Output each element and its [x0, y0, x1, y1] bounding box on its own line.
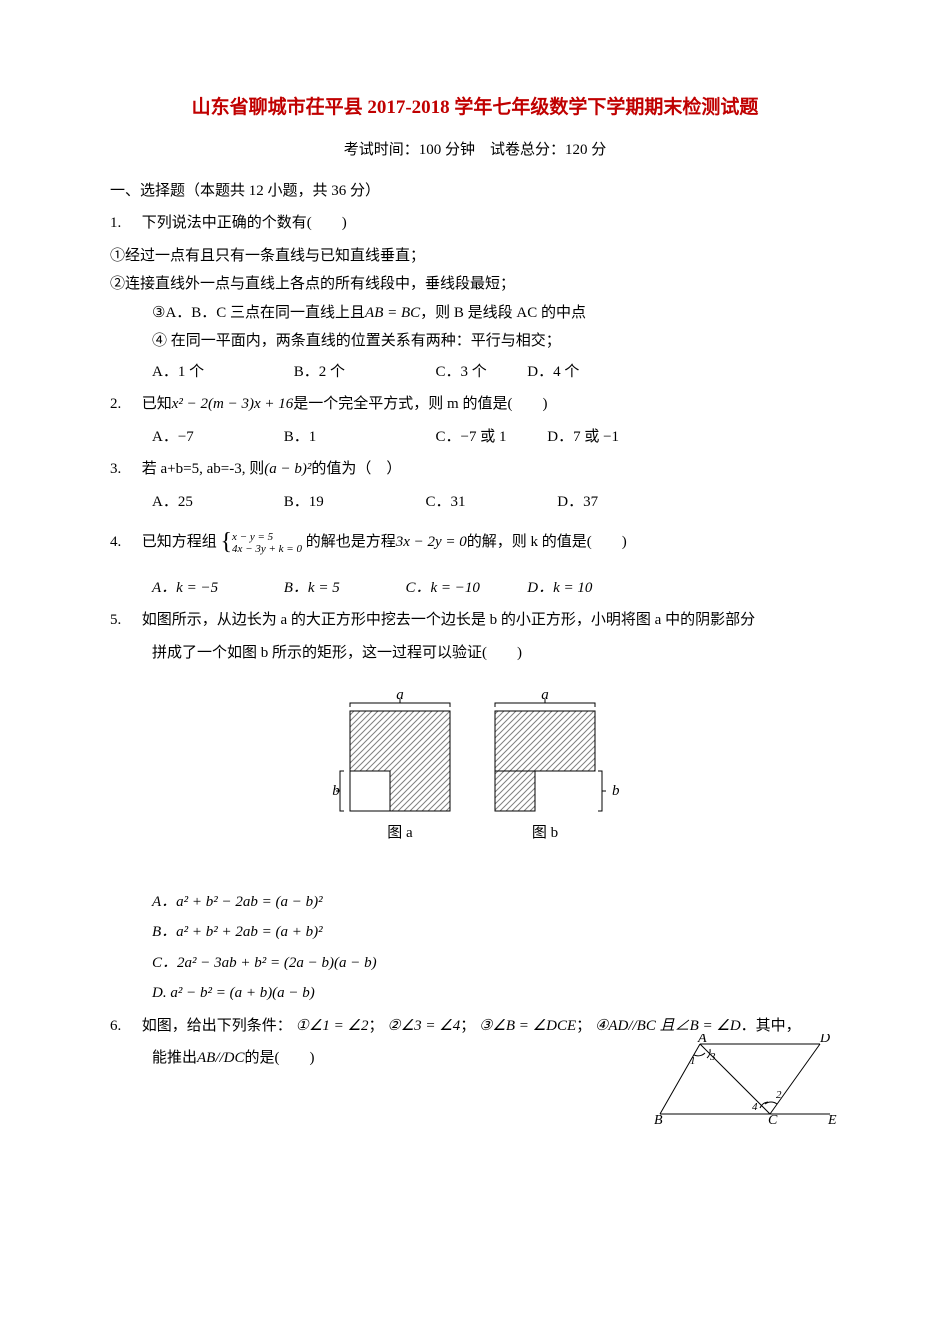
q1-opt-d: D．4 个	[527, 358, 579, 387]
q6-fig-label-A: A	[697, 1034, 707, 1046]
q5-options: A．a² + b² − 2ab = (a − b)² B．a² + b² + 2…	[152, 888, 840, 1008]
question-4: 4. 已知方程组 { x − y = 5 4x − 3y + k = 0 的解也…	[110, 520, 840, 566]
q2-stem-pre: 已知	[142, 396, 172, 412]
q1-s3-post: ，则 B 是线段 AC 的中点	[420, 305, 586, 321]
q6-figure: A D B C E 1 3 2 4	[650, 1034, 840, 1135]
q5-figure: a b 图 a a b 图 b	[110, 679, 840, 870]
q5-opt-a: A．a² + b² − 2ab = (a − b)²	[152, 888, 840, 917]
q1-statement-3: ③A．B．C 三点在同一直线上且AB = BC，则 B 是线段 AC 的中点	[152, 299, 840, 328]
q2-opt-d: D．7 或 −1	[547, 423, 619, 452]
q1-opt-a: A．1 个	[152, 358, 282, 387]
q6-stem-post: ．其中，	[741, 1018, 801, 1034]
q5-number: 5.	[110, 606, 138, 635]
q1-opt-b: B．2 个	[294, 358, 424, 387]
q6-fig-angle-4: 4	[752, 1101, 758, 1113]
q4-eq-top: x − y = 5	[232, 531, 273, 543]
q3-opt-a: A．25	[152, 488, 272, 517]
q3-options: A．25 B．19 C．31 D．37	[152, 488, 840, 517]
q6-stem-pre: 如图，给出下列条件：	[142, 1018, 292, 1034]
q4-eq-bot: 4x − 3y + k = 0	[232, 543, 302, 555]
q3-opt-c: C．31	[426, 488, 546, 517]
q4-opt-c: C．k = −10	[406, 574, 516, 603]
q6-fig-label-E: E	[827, 1113, 837, 1124]
question-5: 5. 如图所示，从边长为 a 的大正方形中挖去一个边长是 b 的小正方形，小明将…	[110, 606, 840, 635]
question-1: 1. 下列说法中正确的个数有( )	[110, 209, 840, 238]
q3-stem-pre: 若 a+b=5, ab=-3, 则	[142, 461, 264, 477]
q2-opt-c: C．−7 或 1	[436, 423, 536, 452]
q3-opt-b: B．19	[284, 488, 414, 517]
q1-opt-c: C．3 个	[436, 358, 516, 387]
q1-stem: 下列说法中正确的个数有( )	[142, 215, 347, 231]
q2-stem-eq: x² − 2(m − 3)x + 16	[172, 396, 294, 412]
q6-cond-3: ③∠B = ∠DCE	[479, 1018, 576, 1034]
q4-opt-b: B．k = 5	[284, 574, 394, 603]
q3-number: 3.	[110, 455, 138, 484]
q5-opt-b: B．a² + b² + 2ab = (a + b)²	[152, 918, 840, 947]
q6-stem2-eq: AB//DC	[197, 1050, 245, 1066]
question-3: 3. 若 a+b=5, ab=-3, 则(a − b)²的值为（ ）	[110, 455, 840, 484]
q2-number: 2.	[110, 390, 138, 419]
q2-opt-b: B．1	[284, 423, 424, 452]
q1-s3-eq: AB = BC	[365, 305, 420, 321]
q3-stem-eq: (a − b)²	[264, 461, 311, 477]
q4-eq2: 3x − 2y = 0	[396, 534, 467, 550]
q4-opt-a: A．k = −5	[152, 574, 272, 603]
brace-icon: {	[221, 529, 233, 555]
q1-statement-1: ①经过一点有且只有一条直线与已知直线垂直；	[110, 242, 840, 271]
q6-fig-label-B: B	[654, 1113, 663, 1124]
q5-stem-line2: 拼成了一个如图 b 所示的矩形，这一过程可以验证( )	[152, 639, 840, 668]
q3-stem-post: 的值为（ ）	[311, 461, 401, 477]
q5-opt-d: D. a² − b² = (a + b)(a − b)	[152, 979, 840, 1008]
q5-opt-c: C．2a² − 3ab + b² = (2a − b)(a − b)	[152, 949, 840, 978]
q2-stem-post: 是一个完全平方式，则 m 的值是( )	[293, 396, 547, 412]
q1-options: A．1 个 B．2 个 C．3 个 D．4 个	[152, 358, 840, 387]
q1-statement-2: ②连接直线外一点与直线上各点的所有线段中，垂线段最短；	[110, 270, 840, 299]
q5-fig-b-caption: 图 b	[532, 824, 558, 841]
q4-stem-mid: 的解也是方程	[306, 534, 396, 550]
q6-stem2-post: 的是( )	[245, 1050, 315, 1066]
q6-fig-angle-1: 1	[690, 1055, 696, 1067]
q5-fig-b-label-b: b	[612, 783, 620, 799]
q5-stem-line1: 如图所示，从边长为 a 的大正方形中挖去一个边长是 b 的小正方形，小明将图 a…	[142, 612, 755, 628]
page-title: 山东省聊城市茌平县 2017-2018 学年七年级数学下学期期末检测试题	[110, 90, 840, 126]
exam-info: 考试时间：100 分钟 试卷总分：120 分	[110, 136, 840, 165]
q5-fig-a-caption: 图 a	[387, 824, 413, 841]
q4-stem-post: 的解，则 k 的值是( )	[467, 534, 627, 550]
q6-fig-label-C: C	[768, 1113, 778, 1124]
q6-stem2-pre: 能推出	[152, 1050, 197, 1066]
q6-number: 6.	[110, 1012, 138, 1041]
q2-options: A．−7 B．1 C．−7 或 1 D．7 或 −1	[152, 423, 840, 452]
question-2: 2. 已知x² − 2(m − 3)x + 16是一个完全平方式，则 m 的值是…	[110, 390, 840, 419]
q1-s3-pre: ③A．B．C 三点在同一直线上且	[152, 305, 365, 321]
q4-number: 4.	[110, 528, 138, 557]
q6-fig-angle-3: 3	[709, 1051, 716, 1063]
q6-cond-1: ①∠1 = ∠2	[296, 1018, 369, 1034]
q4-opt-d: D．k = 10	[527, 574, 592, 603]
section-1-heading: 一、选择题（本题共 12 小题，共 36 分）	[110, 177, 840, 206]
q6-cond-4: ④AD//BC 且∠B = ∠D	[595, 1018, 741, 1034]
q1-number: 1.	[110, 209, 138, 238]
q4-stem-pre: 已知方程组	[142, 534, 217, 550]
q5-figure-svg: a b 图 a a b 图 b	[320, 679, 630, 859]
q6-fig-angle-2: 2	[776, 1089, 782, 1101]
q3-opt-d: D．37	[557, 488, 598, 517]
q2-opt-a: A．−7	[152, 423, 272, 452]
q6-cond-2: ②∠3 = ∠4	[387, 1018, 460, 1034]
q4-options: A．k = −5 B．k = 5 C．k = −10 D．k = 10	[152, 574, 840, 603]
q6-stem-line2: 能推出AB//DC的是( ) A D B C E	[152, 1044, 840, 1073]
q1-statement-4: ④ 在同一平面内，两条直线的位置关系有两种：平行与相交；	[152, 327, 840, 356]
q6-fig-label-D: D	[819, 1034, 830, 1046]
